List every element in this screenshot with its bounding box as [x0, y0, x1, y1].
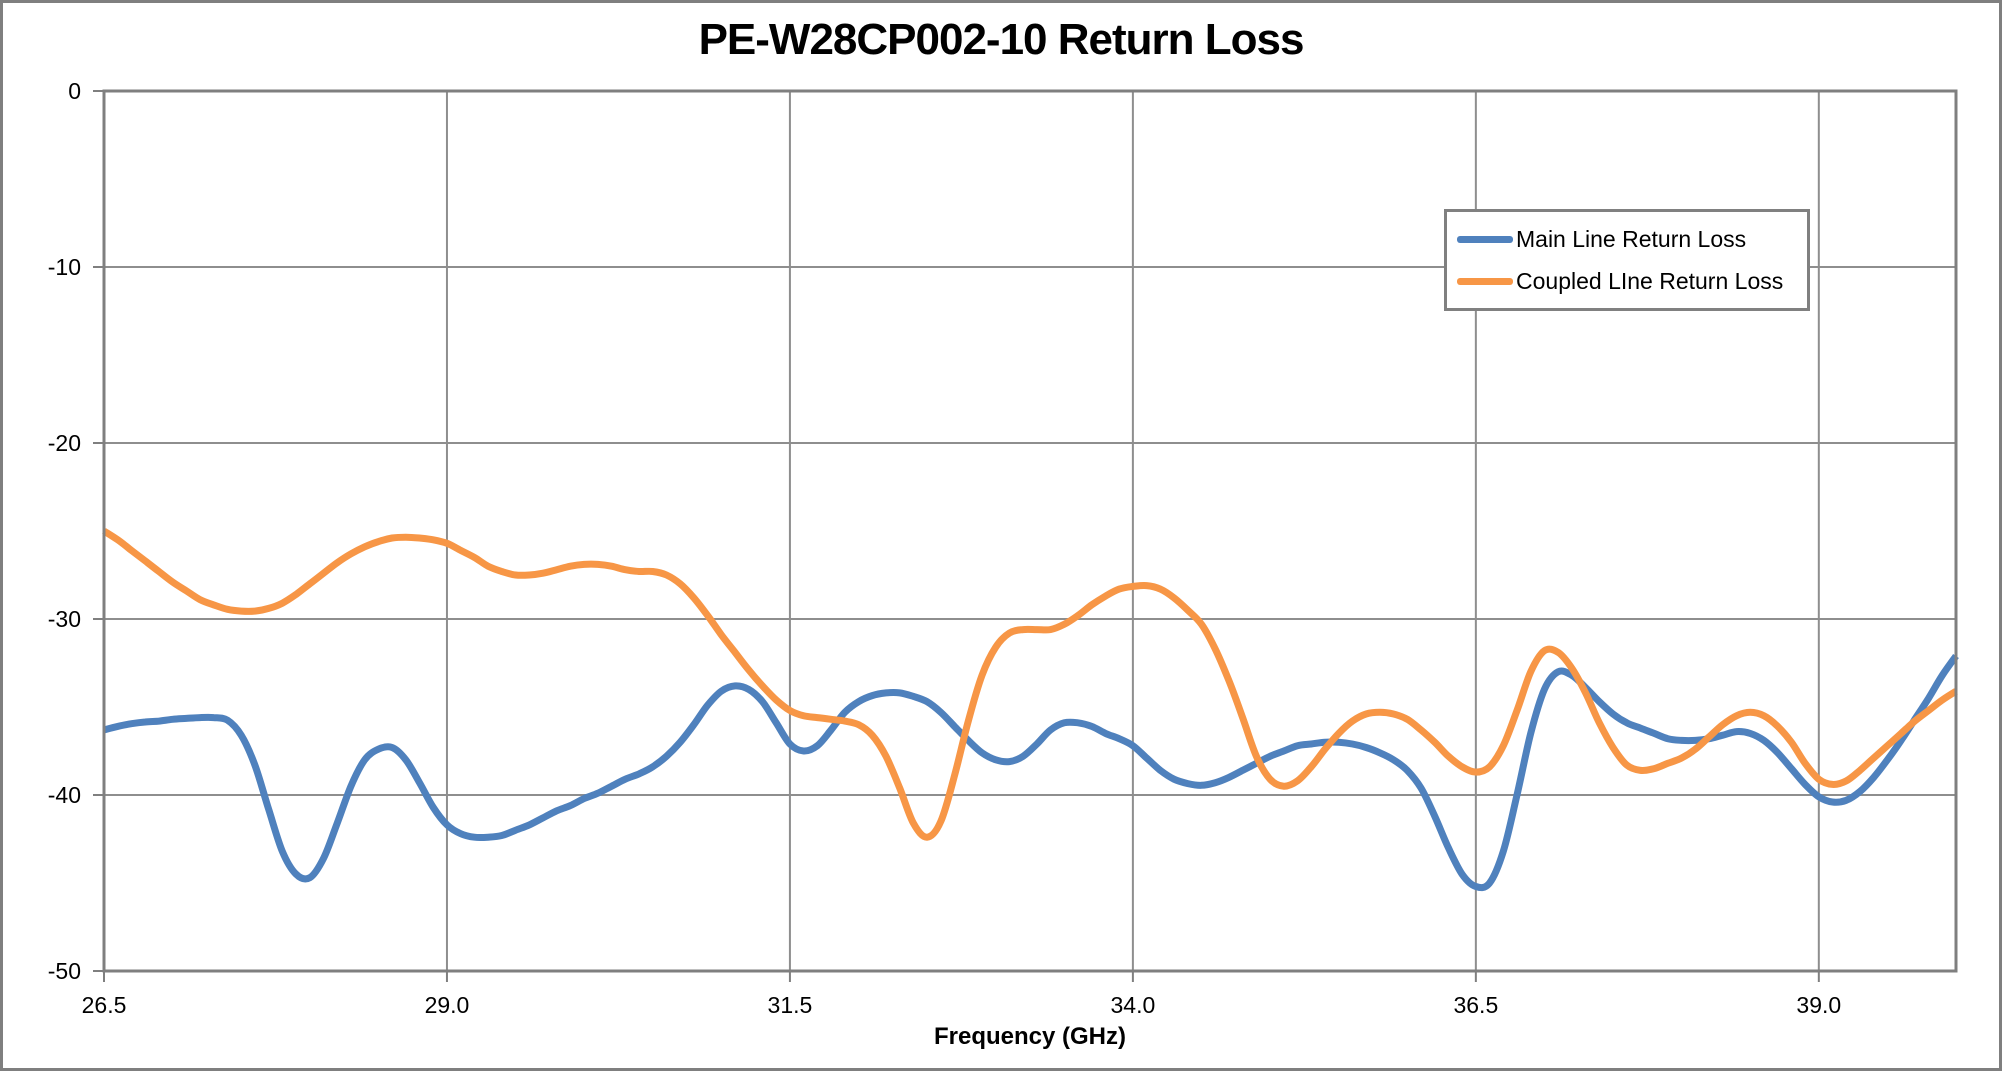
y-tick-label: 0 [68, 78, 81, 104]
coupled-line-swatch-icon [1457, 277, 1513, 285]
main-line-series-path [103, 653, 1959, 892]
y-tick-label: -10 [48, 254, 81, 280]
legend: Main Line Return Loss Coupled LIne Retur… [1444, 209, 1810, 311]
legend-label-main-line: Main Line Return Loss [1516, 225, 1747, 252]
y-tick-label: -30 [48, 606, 81, 632]
x-tick-label: 36.5 [1453, 992, 1498, 1018]
legend-entry-coupled-line: Coupled LIne Return Loss [1457, 267, 1807, 294]
y-tick-label: -50 [48, 958, 81, 984]
y-tick-label: -40 [48, 782, 81, 808]
y-tick-label: -20 [48, 430, 81, 456]
x-tick-label: 34.0 [1111, 992, 1156, 1018]
main-line-swatch-icon [1457, 235, 1513, 243]
x-tick-label: 39.0 [1796, 992, 1841, 1018]
legend-label-coupled-line: Coupled LIne Return Loss [1516, 267, 1784, 294]
x-tick-label: 29.0 [425, 992, 470, 1018]
plot-area-svg: 26.5 29.0 31.5 34.0 36.5 39.0 0 -10 -20 -30 -40 -50 [48, 78, 1959, 1018]
chart-title: PE-W28CP002-10 Return Loss [698, 15, 1305, 64]
x-tick-label: 31.5 [768, 992, 813, 1018]
plot-border [102, 89, 1958, 973]
coupled-line-series-path [102, 528, 1958, 841]
legend-entry-main-line: Main Line Return Loss [1457, 225, 1807, 252]
x-axis-title: Frequency (GHz) [933, 1023, 1127, 1050]
x-tick-label: 26.5 [82, 992, 127, 1018]
